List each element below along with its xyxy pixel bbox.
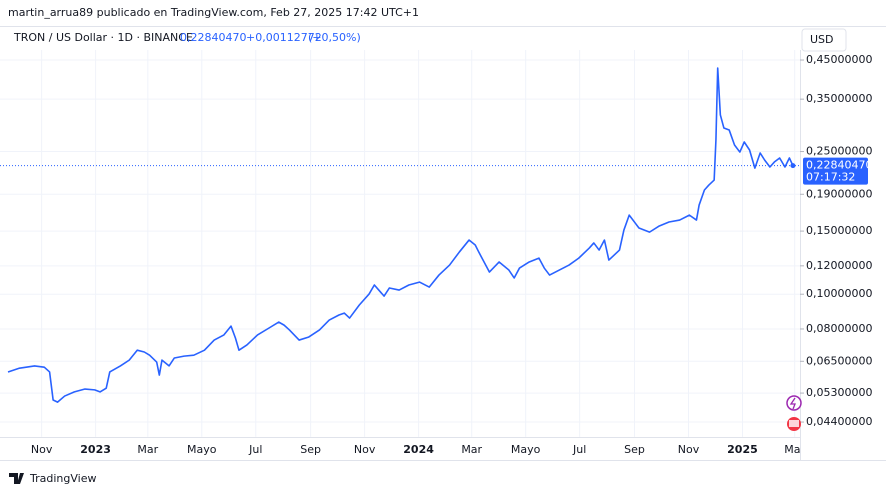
currency-box[interactable] xyxy=(801,28,847,52)
x-tick-label: Jul xyxy=(572,443,586,456)
change-pct: (+0,50%) xyxy=(308,31,361,44)
y-tick-label: 0,06500000 xyxy=(806,354,872,367)
x-tick-label: Mar xyxy=(137,443,158,456)
x-tick-label: Mar xyxy=(784,443,805,456)
y-tick-label: 0,05300000 xyxy=(806,386,872,399)
brand: TradingView xyxy=(29,472,96,485)
last-price-dot xyxy=(790,163,796,169)
y-tick-label: 0,19000000 xyxy=(806,187,872,200)
y-tick-label: 0,04400000 xyxy=(806,415,872,428)
y-tick-label: 0,15000000 xyxy=(806,224,872,237)
change: +0,00112772 xyxy=(246,31,322,44)
price-line xyxy=(7,67,794,403)
x-tick-label: 2025 xyxy=(727,443,758,456)
axes: 0,45000000 0,35000000 0,25000000 0,19000000… xyxy=(31,53,873,456)
grid xyxy=(0,50,800,437)
author-line: martin_arrua89 publicado en TradingView.… xyxy=(8,6,419,19)
x-tick-label: 2024 xyxy=(403,443,434,456)
plot xyxy=(0,67,800,403)
x-tick-label: Sep xyxy=(624,443,645,456)
separator xyxy=(0,26,886,27)
x-tick-label: 2023 xyxy=(80,443,111,456)
x-axis: Nov 2023 Mar Mayo Jul Sep Nov 2024 Mar Mayo Jul Sep… xyxy=(31,443,805,456)
symbol: TRON / US Dollar · 1D · BINANCE xyxy=(13,31,193,44)
x-tick-label: Jul xyxy=(248,443,262,456)
y-tick-label: 0,10000000 xyxy=(806,287,872,300)
countdown: 07:17:32 xyxy=(806,171,855,184)
icon-flag-glyph xyxy=(789,420,799,427)
x-tick-label: Nov xyxy=(31,443,53,456)
x-tick-label: Sep xyxy=(300,443,321,456)
y-tick-label: 0,35000000 xyxy=(806,92,872,105)
x-tick-label: Mayo xyxy=(511,443,541,456)
axis-border xyxy=(800,50,801,460)
logo xyxy=(9,473,24,484)
price-box xyxy=(803,157,868,185)
icon-lightning-glyph xyxy=(789,397,796,410)
y-tick-label: 0,25000000 xyxy=(806,145,872,158)
price: 0,22840470 xyxy=(180,31,246,44)
icon-lightning[interactable] xyxy=(786,395,802,411)
y-tick-label: 0,45000000 xyxy=(806,53,872,66)
price-box-label: 0,22840470 xyxy=(806,159,872,172)
footer-separator xyxy=(0,460,886,461)
x-tick-label: Nov xyxy=(678,443,700,456)
x-tick-label: Nov xyxy=(354,443,376,456)
y-tick-label: 0,12000000 xyxy=(806,259,872,272)
y-tick-label: 0,08000000 xyxy=(806,322,872,335)
x-axis-border xyxy=(0,437,800,438)
x-tick-label: Mayo xyxy=(187,443,217,456)
x-tick-label: Mar xyxy=(461,443,482,456)
currency: USD xyxy=(810,33,834,46)
